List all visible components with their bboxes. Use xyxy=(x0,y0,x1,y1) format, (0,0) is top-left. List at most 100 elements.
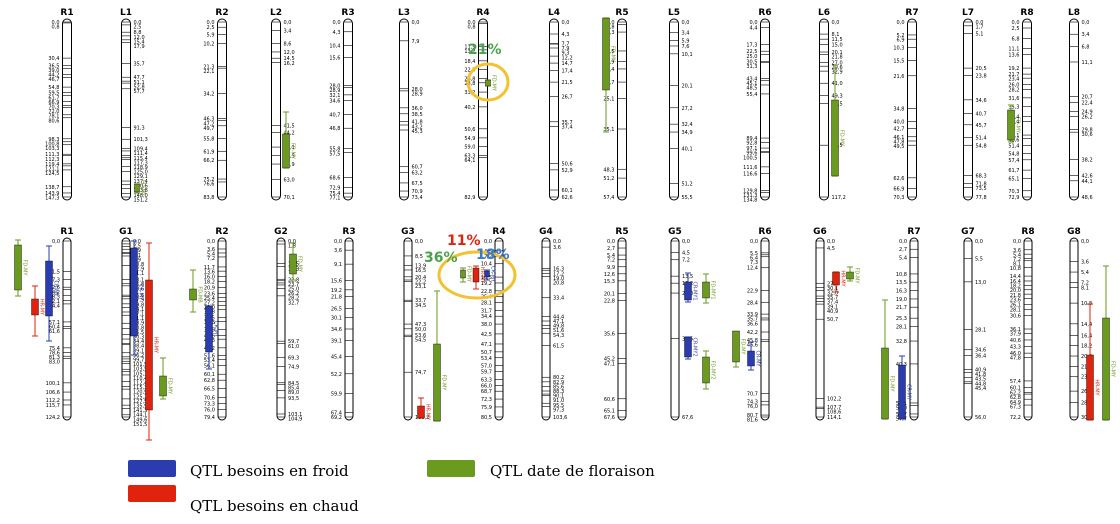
chromosome-label-top-L5: L5 xyxy=(668,8,680,18)
marker-position-bot-R6: 36,6 xyxy=(747,321,758,327)
marker-position-bot-R1: 106,6 xyxy=(46,390,60,396)
chromosome-label-top-L6: L6 xyxy=(818,8,830,18)
marker-position-top-L1: 111,4 xyxy=(134,151,148,157)
qtl-bot-R4-fd1-label: FD-MY xyxy=(466,266,472,283)
marker-position-bot-G7: 40,9 xyxy=(975,368,986,374)
marker-position-top-R4: 82,9 xyxy=(464,195,475,201)
qtl-bot-3-cr-label: CR-MY xyxy=(53,281,59,298)
qtl-top-L2-fd-label: FD-MY xyxy=(290,143,296,160)
marker-position-top-R3: 32,1 xyxy=(329,93,340,99)
marker-position-bot-R8: 37,9 xyxy=(1010,332,1021,338)
qtl-bot-G1-cr xyxy=(130,247,138,337)
marker-position-top-R1: 66,9 xyxy=(48,100,59,106)
marker-position-top-R6: 100,5 xyxy=(743,155,757,161)
marker-position-bot-G8: 8,1 xyxy=(1081,286,1089,292)
marker-position-top-L7: 5,1 xyxy=(976,31,984,37)
chromosome-label-top-R7: R7 xyxy=(905,8,918,18)
marker-position-bot-R6: 76,0 xyxy=(747,404,758,410)
marker-position-bot-R3: 21,8 xyxy=(331,294,342,300)
marker-position-bot-G8: 5,4 xyxy=(1081,270,1089,276)
marker-position-bot-R2: 70,6 xyxy=(204,395,215,401)
marker-position-top-L6: 21,8 xyxy=(832,55,843,61)
marker-position-top-R3: 0,0 xyxy=(333,20,341,26)
marker-position-top-L8: 38,2 xyxy=(1082,158,1093,164)
marker-position-bot-R6: 81,6 xyxy=(747,418,758,424)
marker-position-bot-G2: 1,8 xyxy=(288,244,296,250)
marker-position-bot-G1: 112,4 xyxy=(133,381,147,387)
marker-position-top-R8: 61,7 xyxy=(1008,168,1019,174)
qtl-bot-R7-fd xyxy=(881,347,889,420)
chromosome-label-bot-R3: R3 xyxy=(342,227,355,237)
marker-position-top-R2: 76,6 xyxy=(203,182,214,188)
marker-position-top-L1: 151,2 xyxy=(134,197,148,203)
marker-position-bot-G1: 149,6 xyxy=(133,417,147,423)
marker-position-top-R6: 43,4 xyxy=(746,76,757,82)
chromosome-bot-G7 xyxy=(963,237,973,421)
marker-position-top-R1: 59,5 xyxy=(48,91,59,97)
marker-position-bot-G4: 91,0 xyxy=(553,398,564,404)
marker-position-bot-R4: 10,4 xyxy=(481,262,492,268)
marker-position-top-L6: 29,6 xyxy=(832,65,843,71)
chromosome-label-top-R6: R6 xyxy=(758,8,771,18)
marker-position-top-R1: 119,4 xyxy=(45,162,59,168)
marker-position-bot-G4: 47,1 xyxy=(553,319,564,325)
marker-position-top-L1: 148,0 xyxy=(134,193,148,199)
marker-position-top-R8: 21,7 xyxy=(1008,72,1019,78)
marker-position-top-R1: 36,5 xyxy=(48,63,59,69)
marker-position-bot-G4: 20,8 xyxy=(553,280,564,286)
percent-18: 18% xyxy=(476,247,510,263)
marker-position-bot-R7: 2,7 xyxy=(899,247,907,253)
marker-position-bot-G4: 61,5 xyxy=(553,343,564,349)
marker-position-bot-R2: 11,7 xyxy=(204,265,215,271)
marker-position-bot-R4: 47,1 xyxy=(481,342,492,348)
marker-position-top-R2: 22,1 xyxy=(203,69,214,75)
marker-position-top-L7: 51,4 xyxy=(976,136,987,142)
marker-position-bot-R5: 35,6 xyxy=(604,332,615,338)
marker-position-bot-R3: 67,4 xyxy=(331,410,342,416)
marker-position-bot-G1: 110,4 xyxy=(133,376,147,382)
marker-position-top-R2: 0,0 xyxy=(207,20,215,26)
chromosome-label-top-R3: R3 xyxy=(341,8,354,18)
marker-position-top-L1: 137,4 xyxy=(134,179,148,185)
marker-position-top-L6: 0,0 xyxy=(832,20,840,26)
qtl-bot-G1-hr xyxy=(145,279,153,411)
marker-position-top-R1: 0,0 xyxy=(52,20,60,26)
marker-position-top-L1: 0,0 xyxy=(134,20,142,26)
marker-position-top-R2: 5,9 xyxy=(207,32,215,38)
marker-position-top-R6: 55,4 xyxy=(746,92,757,98)
marker-position-top-R8: 54,8 xyxy=(1008,152,1019,158)
marker-position-bot-R3: 45,4 xyxy=(331,354,342,360)
marker-position-bot-G4: 103,6 xyxy=(553,415,567,421)
marker-position-top-R1: 98,3 xyxy=(48,137,59,143)
marker-position-bot-G7: 5,5 xyxy=(975,256,983,262)
marker-position-bot-G4: 19,0 xyxy=(553,276,564,282)
marker-position-top-R2: 61,9 xyxy=(203,149,214,155)
marker-position-bot-G7: 56,0 xyxy=(975,415,986,421)
marker-position-bot-G7: 28,1 xyxy=(975,327,986,333)
chromosome-label-bot-G2: G2 xyxy=(274,227,288,237)
marker-position-top-R7: 46,1 xyxy=(893,135,904,141)
marker-position-top-L5: 40,1 xyxy=(682,146,693,152)
marker-position-bot-G4: 17,2 xyxy=(553,271,564,277)
marker-position-top-R1: 100,8 xyxy=(45,141,59,147)
marker-position-top-R7: 21,6 xyxy=(893,74,904,80)
chromosome-top-L7 xyxy=(963,18,973,201)
marker-position-bot-R8: 28,1 xyxy=(1010,307,1021,313)
marker-position-top-R1: 138,7 xyxy=(45,185,59,191)
marker-position-bot-G3: 34,5 xyxy=(415,303,426,309)
marker-position-top-R7: 49,5 xyxy=(893,144,904,150)
qtl-bot-R4-hr-label: HR-MY xyxy=(479,267,485,284)
marker-position-top-L2: 41,5 xyxy=(284,124,295,130)
marker-position-bot-R1: 0,0 xyxy=(52,239,60,245)
marker-position-top-R2: 46,3 xyxy=(203,117,214,123)
marker-position-bot-R6: 35,7 xyxy=(747,317,758,323)
marker-position-top-L5: 55,5 xyxy=(682,195,693,201)
marker-position-top-R6: 116,6 xyxy=(743,171,757,177)
marker-position-bot-R8: 0,0 xyxy=(1013,239,1021,245)
marker-position-bot-R5: 2,7 xyxy=(607,246,615,252)
marker-position-bot-R4: 75,9 xyxy=(481,405,492,411)
qtl-bot-R6-fd-label: FD-MY xyxy=(740,339,746,356)
marker-position-bot-R5: 22,8 xyxy=(604,298,615,304)
marker-position-bot-G1: 105,3 xyxy=(133,371,147,377)
marker-position-top-L6: 11,5 xyxy=(832,37,843,43)
